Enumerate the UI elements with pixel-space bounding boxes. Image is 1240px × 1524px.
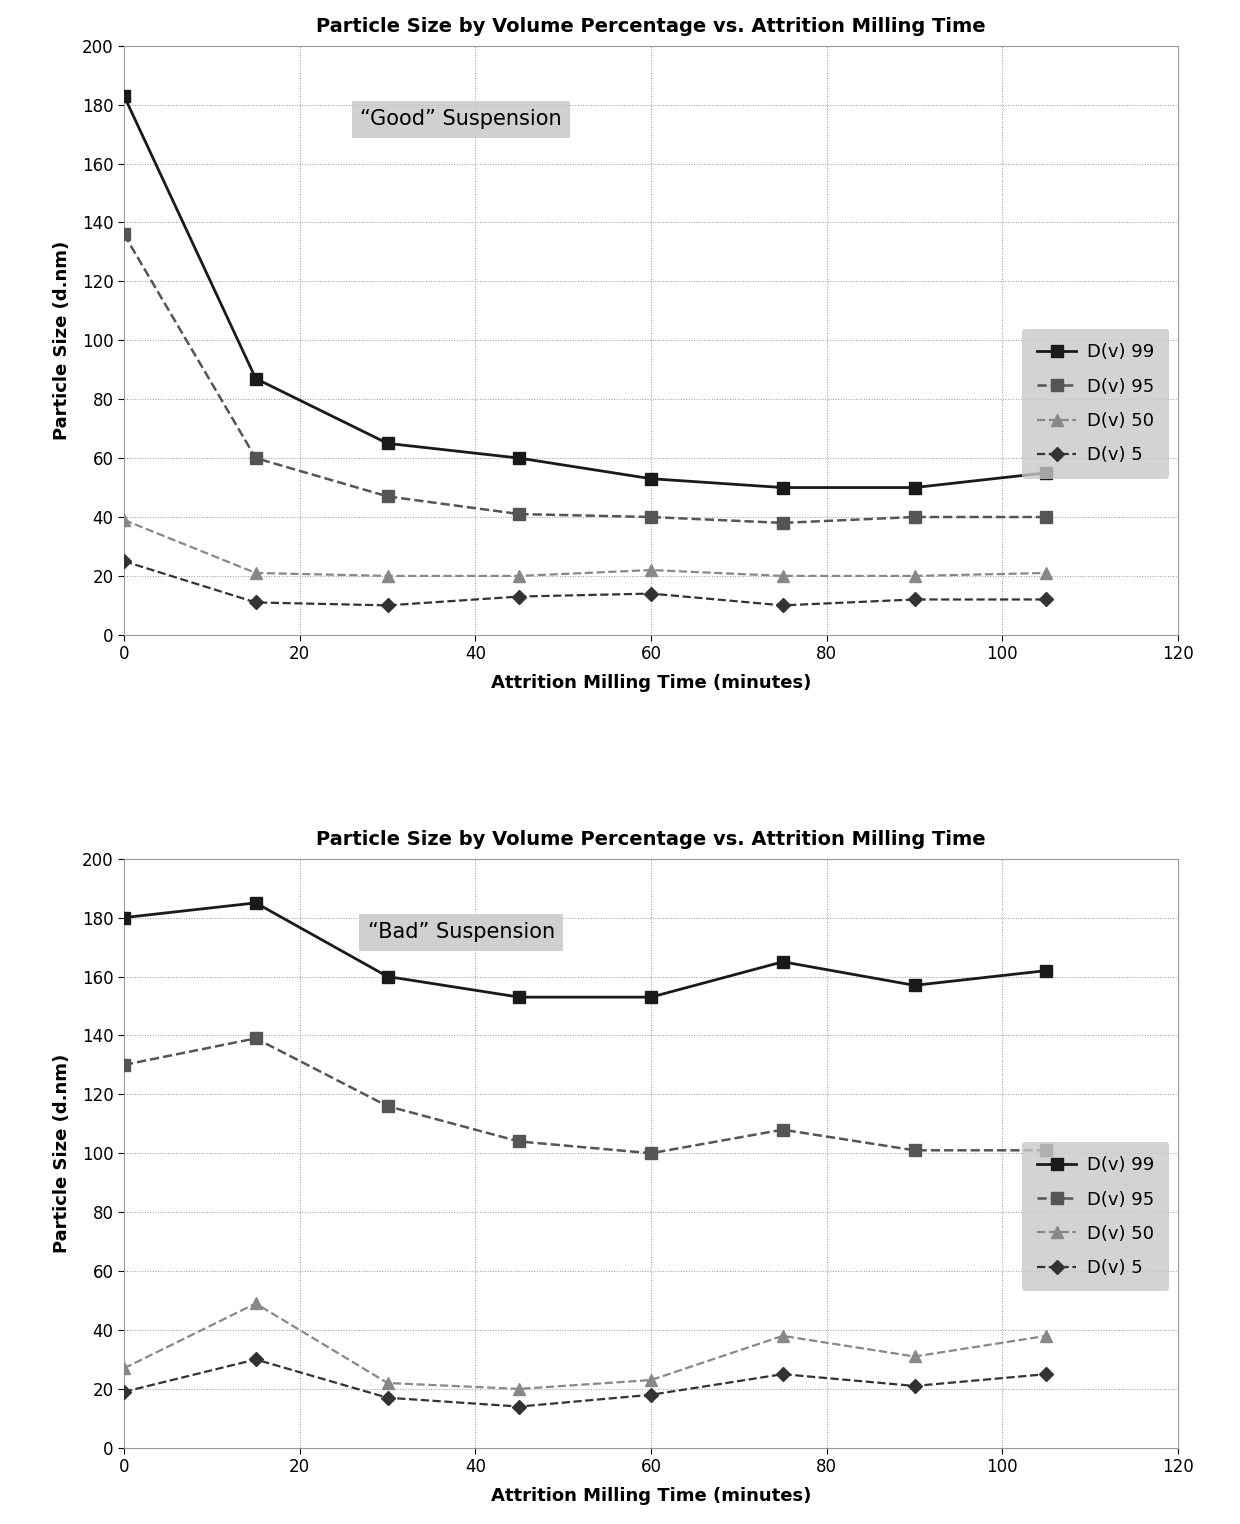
- X-axis label: Attrition Milling Time (minutes): Attrition Milling Time (minutes): [491, 1487, 811, 1506]
- Legend: D(v) 99, D(v) 95, D(v) 50, D(v) 5: D(v) 99, D(v) 95, D(v) 50, D(v) 5: [1022, 1141, 1169, 1291]
- Text: “Good” Suspension: “Good” Suspension: [361, 110, 562, 130]
- Y-axis label: Particle Size (d.nm): Particle Size (d.nm): [53, 1053, 71, 1253]
- Legend: D(v) 99, D(v) 95, D(v) 50, D(v) 5: D(v) 99, D(v) 95, D(v) 50, D(v) 5: [1022, 329, 1169, 479]
- Y-axis label: Particle Size (d.nm): Particle Size (d.nm): [53, 241, 71, 440]
- X-axis label: Attrition Milling Time (minutes): Attrition Milling Time (minutes): [491, 674, 811, 692]
- Title: Particle Size by Volume Percentage vs. Attrition Milling Time: Particle Size by Volume Percentage vs. A…: [316, 829, 986, 849]
- Title: Particle Size by Volume Percentage vs. Attrition Milling Time: Particle Size by Volume Percentage vs. A…: [316, 17, 986, 37]
- Text: “Bad” Suspension: “Bad” Suspension: [368, 922, 554, 942]
